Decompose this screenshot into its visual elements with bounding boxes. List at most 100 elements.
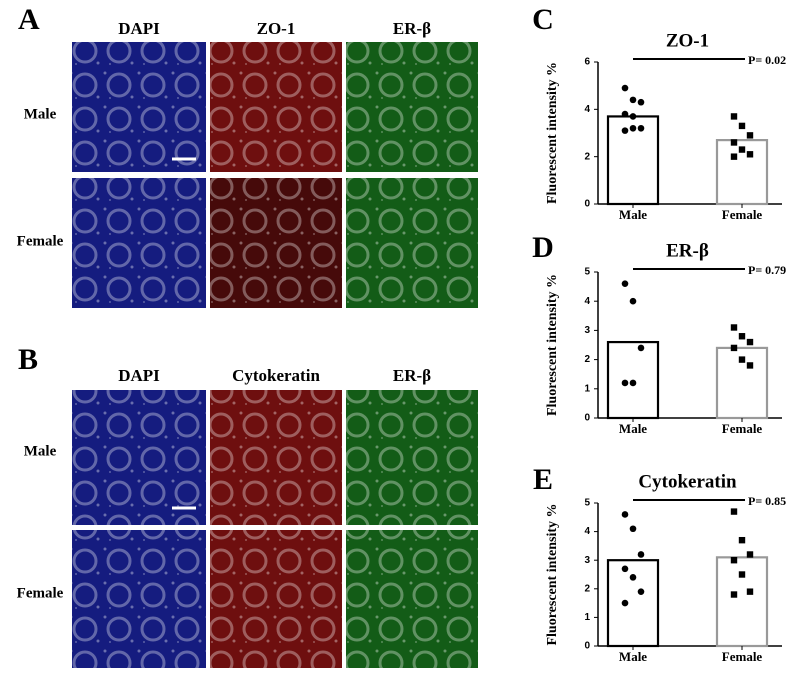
panel-label: E [533,463,553,496]
data-point [629,379,637,387]
x-tick-label: Male [619,421,647,436]
y-tick-label: 4 [584,104,590,115]
data-point [738,122,746,130]
x-tick-label: Male [619,207,647,222]
column-header: ZO-1 [257,19,296,38]
data-point [738,333,746,340]
y-axis-label: Fluorescent intensity % [545,274,560,416]
row-label: Female [17,585,64,601]
data-point [738,536,746,544]
x-tick-label: Male [619,649,647,664]
data-point [730,153,738,160]
y-tick-label: 1 [584,612,590,623]
data-point [730,508,738,515]
data-point [621,379,629,387]
row-label: Male [24,443,57,459]
row-label: Male [24,106,57,122]
data-point [730,344,738,352]
data-point [629,525,637,533]
data-point [730,139,738,146]
y-axis-label: Fluorescent intensity % [545,503,560,645]
data-point [621,84,629,92]
y-tick-label: 6 [584,57,590,68]
data-point [746,151,754,158]
y-tick-label: 4 [584,296,590,307]
data-point [637,551,645,558]
data-point [629,574,637,581]
micrograph-texture [210,178,342,308]
y-tick-label: 2 [584,151,590,162]
micrograph-texture [346,390,478,525]
y-tick-label: 5 [584,498,590,509]
data-point [629,96,637,104]
data-point [621,127,629,134]
y-tick-label: 3 [584,555,590,566]
data-point [637,588,645,595]
y-tick-label: 0 [584,413,590,424]
data-point [730,591,738,598]
data-point [629,124,637,132]
panel-label: B [18,343,38,376]
p-value: P= 0.85 [748,494,786,508]
column-header: Cytokeratin [232,366,320,385]
micrograph-texture [72,530,206,668]
y-tick-label: 1 [584,383,590,394]
data-point [738,356,746,363]
data-point [621,511,629,518]
data-point [621,280,629,287]
data-point [637,98,645,106]
micrograph-texture [72,390,206,525]
y-axis-label: Fluorescent intensity % [545,62,560,204]
x-tick-label: Female [722,421,763,436]
micrograph-texture [346,530,478,668]
data-point [746,551,754,558]
panel-label: A [18,3,40,36]
column-header: DAPI [118,366,160,385]
y-tick-label: 2 [584,583,590,594]
row-label: Female [17,233,64,249]
chart-title: Cytokeratin [638,471,737,492]
micrograph-texture [346,42,478,172]
data-point [629,297,637,305]
y-tick-label: 5 [584,267,590,278]
micrograph-texture [210,530,342,668]
data-point [730,557,738,564]
data-point [730,113,738,120]
data-point [746,588,754,595]
data-point [621,565,629,573]
y-tick-label: 4 [584,526,590,537]
y-tick-label: 0 [584,641,590,652]
x-tick-label: Female [722,207,763,222]
chart-title: ZO-1 [666,30,709,51]
y-tick-label: 3 [584,325,590,336]
column-header: ER-β [393,366,431,385]
micrograph-texture [72,178,206,308]
panel-label: D [532,231,554,264]
panel-label: C [532,3,554,36]
data-point [637,344,645,352]
y-tick-label: 2 [584,354,590,365]
chart-title: ER-β [666,240,709,261]
data-point [730,324,738,331]
data-point [637,124,645,132]
p-value: P= 0.02 [748,53,786,67]
data-point [629,113,637,120]
micrograph-texture [346,178,478,308]
column-header: DAPI [118,19,160,38]
data-point [746,132,754,139]
y-tick-label: 0 [584,199,590,210]
micrograph-texture [72,42,206,172]
x-tick-label: Female [722,649,763,664]
data-point [746,362,754,369]
bar [715,556,769,648]
bar [606,559,660,648]
data-point [738,146,746,153]
data-point [738,571,746,578]
data-point [621,110,629,118]
p-value: P= 0.79 [748,263,786,277]
micrograph-texture [210,42,342,172]
data-point [746,338,754,346]
data-point [621,599,629,607]
column-header: ER-β [393,19,431,38]
